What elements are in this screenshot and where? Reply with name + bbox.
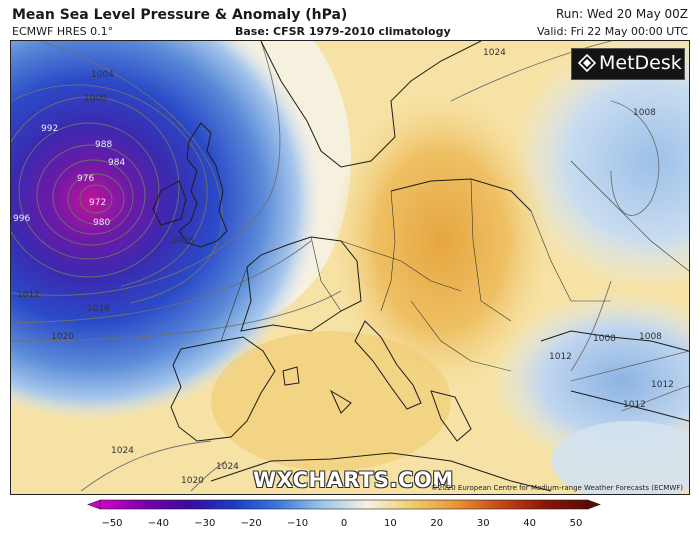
isobar-rings [11,41,342,342]
isobar-label: 972 [89,198,106,208]
run-time-label: Run: Wed 20 May 00Z [555,7,688,21]
colorbar-tick-label: −30 [194,518,215,529]
colorbar-tick-label: 50 [570,518,583,529]
colorbar-tick-label: −40 [148,518,169,529]
colorbar-tick-label: 20 [430,518,443,529]
isobar-labels: 1004 1000 992 988 984 976 972 980 996 10… [13,48,674,486]
isobar-label: 988 [95,140,112,150]
colorbar: −50 −40 −30 −20 −10 0 10 20 30 40 50 [87,499,601,529]
metdesk-logo: MetDesk [571,48,685,80]
isobar-label: 1004 [91,70,114,80]
isobar-label: 976 [77,174,94,184]
colorbar-gradient [99,499,589,510]
low-pressure-anomaly [11,41,321,421]
colorbar-body [87,499,601,510]
isobar-label: 1020 [51,332,74,342]
isobar-label: 984 [108,158,125,168]
central-europe-positive-anomaly [331,91,551,391]
isobar-label: 1008 [593,334,616,344]
isobar-label: 996 [13,214,30,224]
colorbar-min-extend [87,499,101,510]
colorbar-tick-label: 10 [384,518,397,529]
isobar-label: 1024 [483,48,506,58]
map-canvas: 1004 1000 992 988 984 976 972 980 996 10… [11,41,689,494]
colorbar-tick-label: −10 [287,518,308,529]
colorbar-tick-label: 0 [341,518,347,529]
colorbar-tick-label: −50 [101,518,122,529]
isobar-label: 980 [93,218,110,228]
isobar-label: 1016 [87,304,110,314]
isobar-label: 1012 [623,400,646,410]
copyright-notice: ©2020 European Centre for Medium-range W… [430,484,683,492]
pressure-anomaly-map: 1004 1000 992 988 984 976 972 980 996 10… [10,40,690,495]
model-label: ECMWF HRES 0.1° [12,25,114,38]
watermark: WXCHARTS.COM [253,468,454,492]
metdesk-logo-icon [578,54,596,72]
isobar-label: 1024 [216,462,239,472]
climatology-base-label: Base: CFSR 1979-2010 climatology [235,25,451,38]
colorbar-tick-label: 40 [523,518,536,529]
mediterranean-positive-anomaly [211,331,451,471]
isobar-label: 1024 [111,446,134,456]
colorbar-ticks: −50 −40 −30 −20 −10 0 10 20 30 40 50 [101,518,582,529]
east-negative-anomaly [511,41,689,291]
isobar-label: 1000 [84,94,107,104]
isobar-lines [80,41,689,492]
isobar-label: 1012 [549,352,572,362]
isobar-label: 1012 [17,290,40,300]
isobar-label: 1020 [181,476,204,486]
colorbar-tick-label: −20 [241,518,262,529]
isobar-label: 992 [41,124,58,134]
isobar-label: 1012 [651,380,674,390]
colorbar-max-extend [587,499,601,510]
valid-time-label: Valid: Fri 22 May 00:00 UTC [536,25,688,38]
isobar-label: 1008 [639,332,662,342]
metdesk-logo-text: MetDesk [599,52,682,74]
chart-title: Mean Sea Level Pressure & Anomaly (hPa) [12,7,348,23]
colorbar-tick-label: 30 [477,518,490,529]
isobar-label: 1008 [171,236,194,246]
coastlines [152,41,689,492]
levant-negative-anomaly [551,421,689,494]
country-borders [220,160,689,372]
isobar-label: 1008 [633,108,656,118]
